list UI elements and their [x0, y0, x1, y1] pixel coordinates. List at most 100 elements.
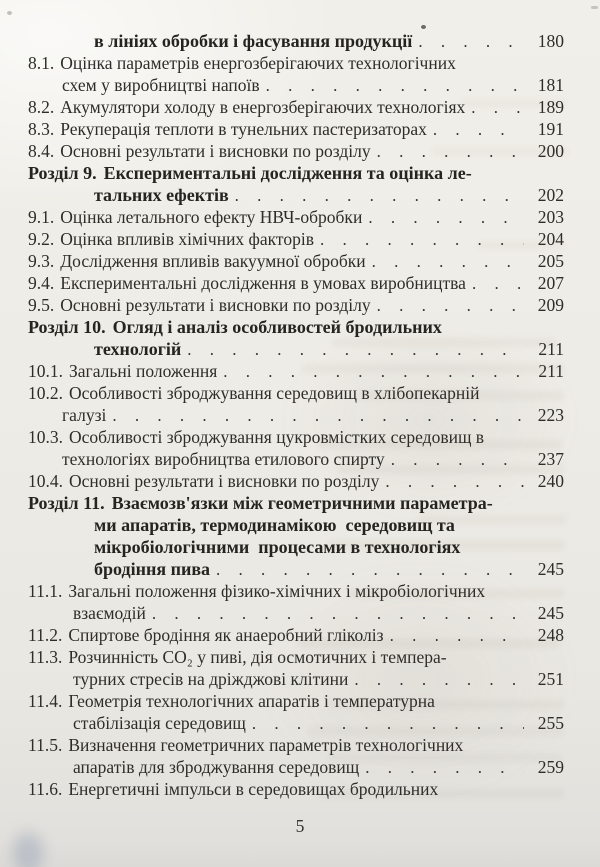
- toc-entry-text: Визначення геометричних параметрів техно…: [68, 735, 464, 755]
- toc-entry-number: 10.2.: [28, 383, 63, 403]
- dot-leader: . . . . . . . . . . . . . . . . . . . . …: [371, 252, 524, 271]
- toc-entry-text: Загальні положення: [69, 361, 218, 381]
- toc-entry-text: Особливості зброджування цукровмістких с…: [69, 427, 485, 447]
- dot-leader: . . . . . . . . . . . . . . . . . . . . …: [418, 32, 524, 51]
- toc-entry-number: 9.4.: [28, 273, 55, 293]
- reverse-side-ghost-line: [338, 465, 564, 474]
- toc-entry-number: 9.1.: [28, 207, 55, 227]
- dot-leader: . . . . . . . . . . . . . . . . . . . . …: [319, 230, 524, 249]
- dot-leader: . . . . . . . . . . . . . . . . . . . . …: [187, 340, 524, 359]
- reverse-side-ghost-line: [328, 700, 564, 709]
- toc-entry-text: Енергетичні імпульси в середовищах броди…: [68, 779, 439, 799]
- toc-entry-text: апаратів для зброджування середовищ: [73, 757, 360, 777]
- toc-page-number: 205: [537, 251, 564, 271]
- reverse-side-ghost-line: [478, 241, 566, 250]
- dot-leader: . . . . . . . . . . . . . . . . . . . . …: [471, 274, 524, 293]
- toc-entry-text: мікробіологічними процесами в технологія…: [94, 537, 461, 557]
- page-number-footer: 5: [0, 816, 600, 837]
- toc-entry-text: Рекуперація теплоти в тунельних пастериз…: [60, 119, 427, 139]
- toc-entry-number: 10.4.: [28, 471, 63, 491]
- toc-row: бродіння пива . . . . . . . . . . . . . …: [28, 558, 564, 580]
- toc-entry-number: 10.3.: [28, 427, 63, 447]
- toc-entry-number: 10.1.: [28, 361, 63, 381]
- toc-entry-number: 11.4.: [28, 691, 63, 711]
- reverse-side-ghost-line: [318, 440, 562, 449]
- toc-page-number: 255: [537, 713, 564, 733]
- reverse-side-ghost-line: [332, 338, 558, 347]
- toc-entry-number: 8.4.: [28, 141, 55, 161]
- toc-entry-number: 11.3.: [28, 647, 63, 667]
- dot-leader: . . . . . . . . . . . . . . . . . . . . …: [216, 560, 524, 579]
- toc-entry-text: Загальні положення фізико-хімічних і мік…: [68, 581, 486, 601]
- toc-entry-text: схем у виробництві напоїв: [62, 75, 260, 95]
- scan-speck: [421, 25, 426, 29]
- toc-entry-text: Особливості зброджування середовищ в хлі…: [69, 383, 480, 403]
- dot-leader: . . . . . . . . . . . . . . . . . . . . …: [432, 120, 524, 139]
- dot-leader: . . . . . . . . . . . . . . . . . . . . …: [151, 604, 524, 623]
- toc-row: в лініях обробки і фасування продукції .…: [28, 30, 564, 52]
- toc-entry-number: 8.1.: [28, 53, 55, 73]
- reverse-side-ghost-line: [328, 541, 564, 550]
- toc-row: технологіях виробництва етилового спирту…: [28, 448, 564, 470]
- toc-entry-text: Розчинність CO₂ у пиві, дія осмотичних і…: [68, 647, 447, 667]
- toc-row: 9.1. Оцінка летального ефекту НВЧ-обробк…: [28, 206, 564, 228]
- dot-leader: . . . . . . . . . . . . . . . . . . . . …: [471, 98, 524, 117]
- scan-speck: [7, 11, 12, 15]
- toc-entry-text: Основні результати і висновки по розділу: [60, 295, 371, 315]
- reverse-side-ghost-patch: [280, 320, 580, 520]
- toc-row: взаємодій . . . . . . . . . . . . . . . …: [28, 602, 564, 624]
- reverse-side-ghost-line: [462, 99, 566, 108]
- toc-row: стабілізація середовищ . . . . . . . . .…: [28, 712, 564, 734]
- toc-row: 10.4. Основні результати і висновки по р…: [28, 470, 564, 492]
- toc-entry-number: Розділ 10.: [28, 317, 106, 337]
- toc-entry-text: технологіях виробництва етилового спирту: [62, 449, 385, 469]
- toc-row: схем у виробництві напоїв . . . . . . . …: [28, 74, 564, 96]
- dot-leader: . . . . . . . . . . . . . . . . . . . . …: [365, 758, 524, 777]
- toc-page-number: 180: [537, 31, 564, 51]
- toc-page-number: 211: [538, 361, 564, 381]
- toc-entry-text: стабілізація середовищ: [73, 713, 246, 733]
- toc-entry-text: Оцінка летального ефекту НВЧ-обробки: [60, 207, 363, 227]
- reverse-side-ghost-line: [298, 639, 560, 648]
- reverse-side-ghost-line: [418, 515, 566, 524]
- toc-entry-text: Огляд і аналіз особливостей бродильних: [112, 317, 442, 337]
- toc-entry-text: Спиртове бродіння як анаеробний гліколіз: [68, 625, 384, 645]
- reverse-side-ghost-line: [358, 391, 564, 400]
- toc-entry-number: 9.2.: [28, 229, 55, 249]
- reverse-side-ghost-line: [432, 147, 568, 156]
- toc-entry-text: турних стресів на дріжджові клітини: [73, 669, 349, 689]
- toc-row: 8.1. Оцінка параметрів енергозберігаючих…: [28, 52, 564, 74]
- toc-row: тальних ефектів . . . . . . . . . . . . …: [28, 184, 564, 206]
- toc-row: Розділ 9. Експериментальні дослідження т…: [28, 162, 564, 184]
- dot-leader: . . . . . . . . . . . . . . . . . . . . …: [223, 362, 524, 381]
- toc-page-number: 202: [537, 185, 564, 205]
- toc-row: 9.4. Експериментальні дослідження в умов…: [28, 272, 564, 294]
- dot-leader: . . . . . . . . . . . . . . . . . . . . …: [376, 296, 524, 315]
- toc-entry-text: Основні результати і висновки по розділу: [69, 471, 380, 491]
- dot-leader: . . . . . . . . . . . . . . . . . . . . …: [354, 670, 524, 689]
- toc-entry-text: в лініях обробки і фасування продукції: [94, 31, 413, 51]
- toc-row: 11.2. Спиртове бродіння як анаеробний гл…: [28, 624, 564, 646]
- toc-page-number: 245: [537, 603, 564, 623]
- toc-entry-text: Геометрія технологічних апаратів і темпе…: [68, 691, 435, 711]
- dot-leader: . . . . . . . . . . . . . . . . . . . . …: [368, 208, 524, 227]
- dot-leader: . . . . . . . . . . . . . . . . . . . . …: [389, 626, 524, 645]
- toc-entry-text: бродіння пива: [94, 559, 211, 579]
- toc-entry-text: взаємодій: [73, 603, 146, 623]
- toc-row: мікробіологічними процесами в технологія…: [28, 536, 564, 558]
- toc-entry-number: 8.2.: [28, 97, 55, 117]
- toc-row: галузі . . . . . . . . . . . . . . . . .…: [28, 404, 564, 426]
- reverse-side-ghost-patch: [260, 560, 580, 800]
- toc-entry-text: Оцінка параметрів енергозберігаючих техн…: [60, 53, 456, 73]
- toc-row: 11.6. Енергетичні імпульси в середовищах…: [28, 778, 564, 800]
- dot-leader: . . . . . . . . . . . . . . . . . . . . …: [234, 186, 524, 205]
- reverse-side-ghost-line: [328, 753, 562, 762]
- toc-row: 10.1. Загальні положення . . . . . . . .…: [28, 360, 564, 382]
- toc-row: Розділ 10. Огляд і аналіз особливостей б…: [28, 316, 564, 338]
- toc-page-number: 209: [537, 295, 564, 315]
- toc-entry-text: Взаємозв'язки між геометричними параметр…: [111, 493, 493, 513]
- toc-page-number: 237: [537, 449, 564, 469]
- dot-leader: . . . . . . . . . . . . . . . . . . . . …: [385, 472, 524, 491]
- toc-page-number: 245: [537, 559, 564, 579]
- toc-page-number: 248: [537, 625, 564, 645]
